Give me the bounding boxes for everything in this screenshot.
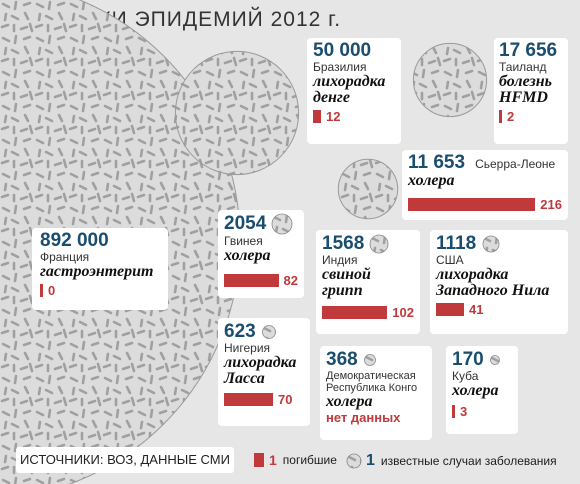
deaths-value: 2 xyxy=(507,109,515,124)
deaths-row: 70 xyxy=(224,392,304,407)
disease-label: холера xyxy=(408,172,455,189)
mini-bubble-icon xyxy=(271,213,293,235)
legend-cases-label: известные случаи заболевания xyxy=(380,454,557,468)
card-thailand: 17 656 Таиланд болезнь HFMD 2 xyxy=(494,38,568,144)
card-usa: 1118 США лихорадка Западного Нила 41 xyxy=(430,230,568,334)
sources-label: ИСТОЧНИКИ: ВОЗ, ДАННЫЕ СМИ xyxy=(16,447,234,473)
card-france: 892 000 Франция гастроэнтерит 0 xyxy=(32,228,168,310)
legend-deaths-swatch xyxy=(254,453,264,467)
mini-bubble-icon xyxy=(261,325,276,339)
mini-bubble-icon xyxy=(482,235,500,253)
deaths-value: 3 xyxy=(460,404,468,419)
legend-cases-number: 1 xyxy=(366,452,375,469)
deaths-bar xyxy=(313,110,321,123)
disease-label: лихорадка денге xyxy=(313,73,386,106)
cases-value: 892 000 xyxy=(40,230,109,251)
deaths-bar xyxy=(224,393,273,406)
deaths-bar xyxy=(436,303,464,316)
cases-row: 2054 xyxy=(224,213,298,235)
card-cuba: 170 Куба холера 3 xyxy=(446,346,518,434)
cases-value: 17 656 xyxy=(499,40,558,61)
disease-label: холера xyxy=(452,382,499,399)
cases-row: 368 xyxy=(326,350,426,370)
deaths-value: 216 xyxy=(540,197,562,212)
cases-value: 623 xyxy=(224,321,256,342)
country-label: Таиланд xyxy=(499,60,547,74)
legend-cases: 1 известные случаи заболевания xyxy=(346,452,557,470)
card-guinea: 2054 Гвинея холера 82 xyxy=(218,210,304,298)
deaths-row: 2 xyxy=(499,109,563,124)
deaths-row: 216 xyxy=(408,197,562,212)
cases-row: 1118 xyxy=(436,234,562,254)
deaths-bar xyxy=(408,198,536,211)
card-india: 1568 Индия свиной грипп 102 xyxy=(316,230,420,334)
legend-cases-icon xyxy=(346,453,362,469)
cases-value: 2054 xyxy=(224,213,267,234)
deaths-row: 102 xyxy=(322,305,414,320)
card-sierra-leone: 11 653 Сьерра-Леоне холера 216 xyxy=(402,150,568,220)
country-label: Индия xyxy=(322,253,358,267)
deaths-bar xyxy=(40,284,43,297)
bubble-thailand xyxy=(412,42,488,118)
bubble-brazil xyxy=(174,50,300,176)
deaths-row: 41 xyxy=(436,302,562,317)
cases-row: 11 653 Сьерра-Леоне xyxy=(408,153,562,173)
deaths-nodata: нет данных xyxy=(326,410,401,425)
deaths-row: 3 xyxy=(452,404,512,419)
country-label: США xyxy=(436,253,464,267)
mini-bubble-icon xyxy=(369,234,389,254)
deaths-bar xyxy=(322,306,388,319)
deaths-value: 70 xyxy=(278,392,293,407)
country-label: Нигерия xyxy=(224,341,271,355)
deaths-bar xyxy=(224,274,279,287)
deaths-bar xyxy=(452,405,455,418)
country-label: Гвинея xyxy=(224,234,263,248)
bubble-sierra-leone xyxy=(337,158,399,220)
country-label: Франция xyxy=(40,250,90,264)
disease-label: лихорадка Западного Нила xyxy=(436,266,550,299)
deaths-value: 102 xyxy=(392,305,414,320)
country-label: Бразилия xyxy=(313,60,367,74)
deaths-value: 82 xyxy=(283,273,298,288)
deaths-row: 12 xyxy=(313,109,395,124)
disease-label: холера xyxy=(224,247,271,264)
country-label: Демократическая Республика Конго xyxy=(326,370,418,394)
disease-label: свиной грипп xyxy=(322,266,371,299)
deaths-row: 0 xyxy=(40,283,160,298)
country-label: Куба xyxy=(452,369,479,383)
deaths-value: 12 xyxy=(326,109,341,124)
card-nigeria: 623 Нигерия лихорадка Ласса 70 xyxy=(218,318,310,426)
cases-value: 1568 xyxy=(322,233,365,254)
mini-bubble-icon xyxy=(363,354,376,366)
disease-label: холера xyxy=(326,393,373,410)
cases-row: 170 xyxy=(452,350,512,370)
cases-value: 170 xyxy=(452,349,484,370)
cases-value: 50 000 xyxy=(313,40,372,61)
legend-deaths-number: 1 xyxy=(269,452,277,468)
disease-label: лихорадка Ласса xyxy=(224,354,297,387)
cases-value: 1118 xyxy=(436,233,477,254)
mini-bubble-icon xyxy=(489,355,500,365)
disease-label: гастроэнтерит xyxy=(40,263,154,280)
deaths-value: 0 xyxy=(48,283,56,298)
cases-row: 1568 xyxy=(322,234,414,254)
card-drc: 368 Демократическая Республика Конго хол… xyxy=(320,346,432,440)
legend-deaths-label: погибшие xyxy=(282,453,337,467)
deaths-row: 82 xyxy=(224,273,298,288)
cases-value: 11 653 xyxy=(408,152,466,173)
cases-value: 368 xyxy=(326,349,358,370)
deaths-bar xyxy=(499,110,502,123)
legend-deaths: 1 погибшие xyxy=(254,452,337,468)
deaths-value: 41 xyxy=(469,302,484,317)
card-brazil: 50 000 Бразилия лихорадка денге 12 xyxy=(307,38,401,144)
cases-row: 623 xyxy=(224,322,304,342)
country-label: Сьерра-Леоне xyxy=(475,157,556,171)
disease-label: болезнь HFMD xyxy=(499,73,552,106)
